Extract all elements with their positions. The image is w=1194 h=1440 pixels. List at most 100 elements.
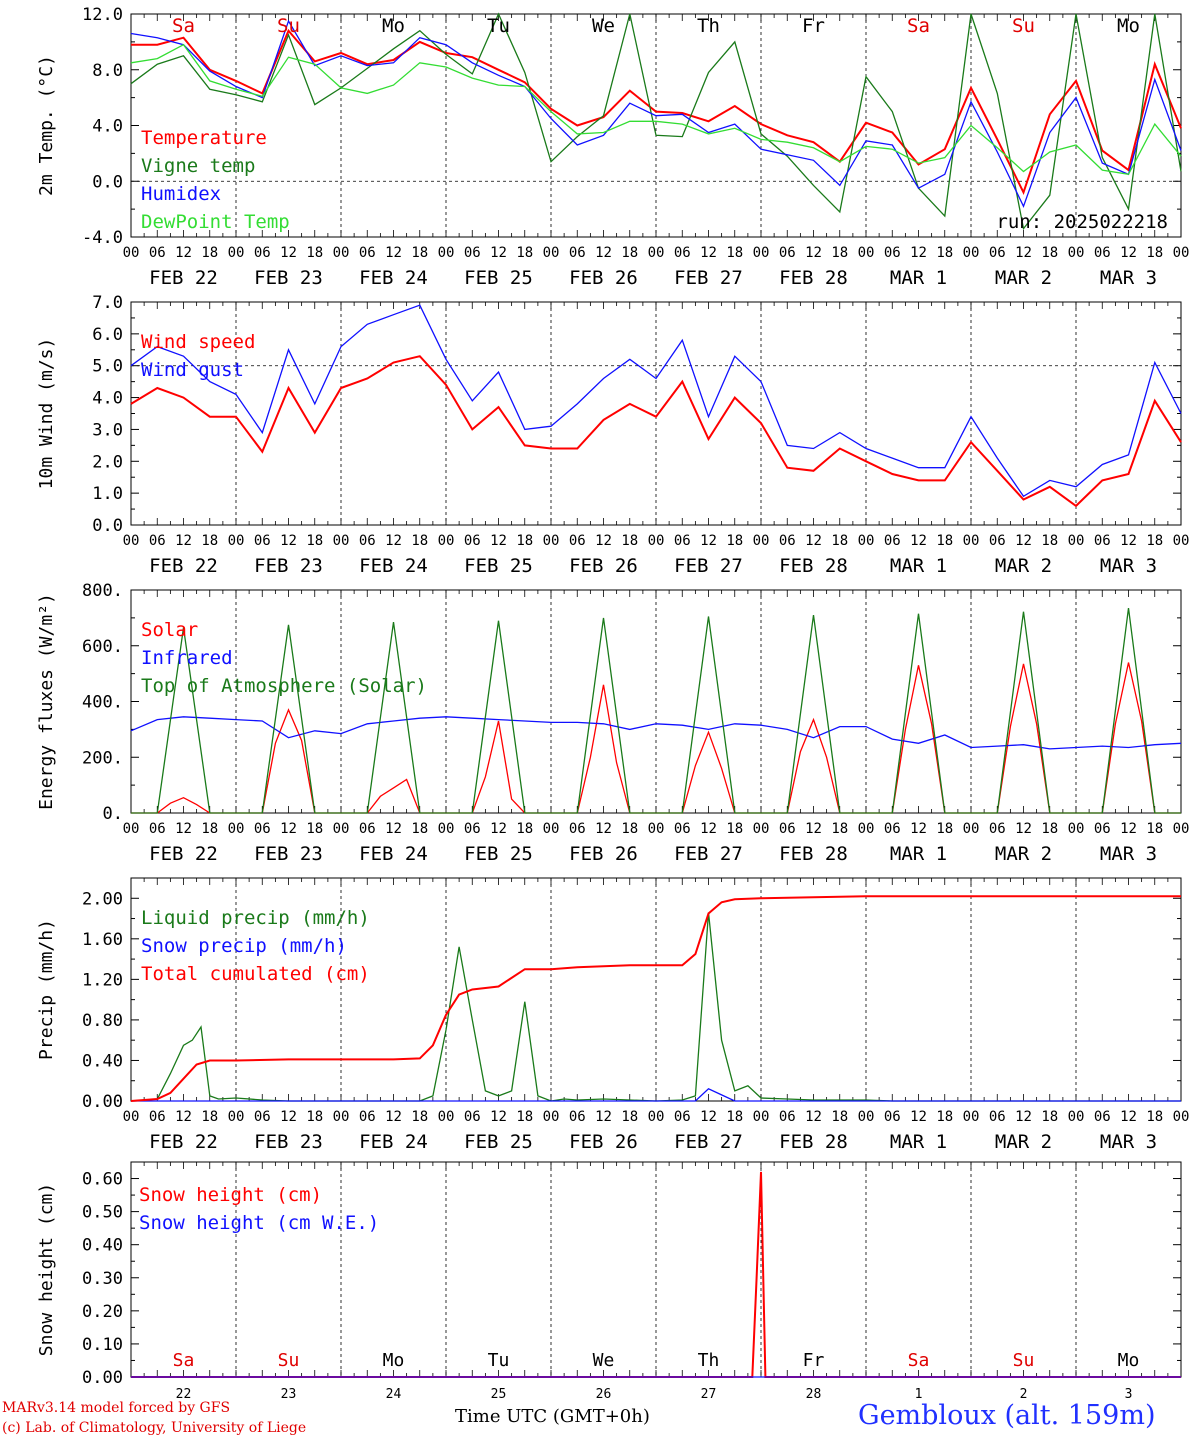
hour-tick-label: 06 [779, 245, 796, 261]
hour-tick-label: 00 [123, 245, 140, 261]
weekday-label: Sa [173, 1350, 195, 1371]
hour-tick-label: 06 [359, 821, 376, 837]
hour-tick-label: 00 [228, 533, 245, 549]
legend-entry: Temperature [141, 127, 267, 149]
hour-tick-label: 12 [1120, 245, 1137, 261]
weekday-label: Fr [802, 15, 825, 37]
hour-tick-label: 18 [1146, 245, 1163, 261]
hour-tick-label: 06 [884, 1109, 901, 1125]
hour-tick-label: 18 [306, 533, 323, 549]
hour-tick-label: 00 [123, 1109, 140, 1125]
hour-tick-label: 12 [490, 821, 507, 837]
legend-entry: Infrared [141, 647, 233, 669]
date-label: FEB 27 [674, 267, 743, 289]
day-number-label: 23 [281, 1387, 297, 1402]
hour-tick-label: 06 [1094, 821, 1111, 837]
y-tick-label: 1.60 [82, 930, 123, 950]
date-label: FEB 22 [149, 267, 218, 289]
legend-entry: Snow height (cm W.E.) [139, 1212, 379, 1234]
y-tick-label: 6.0 [92, 325, 123, 345]
hour-tick-label: 18 [1146, 533, 1163, 549]
hour-tick-label: 00 [333, 1109, 350, 1125]
hour-tick-label: 00 [438, 1109, 455, 1125]
hour-tick-label: 18 [726, 1109, 743, 1125]
hour-tick-label: 18 [621, 1109, 638, 1125]
date-label: MAR 2 [995, 267, 1052, 289]
hour-tick-label: 18 [201, 1109, 218, 1125]
day-number-label: 1 [915, 1387, 923, 1402]
weekday-label: Mo [1118, 1350, 1140, 1371]
series-line-2 [130, 19, 1182, 208]
date-label: FEB 26 [569, 555, 638, 577]
weekday-label: Th [698, 1350, 720, 1371]
y-tick-label: 7.0 [92, 293, 123, 313]
hour-tick-label: 00 [753, 821, 770, 837]
y-tick-label: 8.0 [92, 61, 123, 81]
hour-tick-label: 06 [464, 821, 481, 837]
y-tick-label: 0.0 [92, 172, 123, 192]
hour-tick-label: 12 [700, 245, 717, 261]
date-label: FEB 23 [254, 267, 323, 289]
panel-4: 0.00 0.40 0.80 1.20 1.60 2.00 Precip (mm/h) Liq… [36, 877, 1190, 1153]
hour-tick-label: 06 [674, 1109, 691, 1125]
y-tick-label: -4.0 [82, 228, 123, 248]
hour-tick-label: 00 [438, 821, 455, 837]
date-label: MAR 1 [890, 843, 947, 865]
hour-tick-label: 12 [385, 821, 402, 837]
hour-tick-label: 18 [201, 245, 218, 261]
hour-tick-label: 00 [648, 245, 665, 261]
hour-tick-label: 06 [1094, 1109, 1111, 1125]
y-tick-label: 0.00 [82, 1368, 123, 1388]
hour-tick-label: 00 [753, 1109, 770, 1125]
hour-tick-label: 06 [464, 533, 481, 549]
day-number-label: 24 [386, 1387, 402, 1402]
hour-tick-label: 12 [385, 533, 402, 549]
hour-tick-label: 18 [306, 821, 323, 837]
lab-credit: (c) Lab. of Climatology, University of L… [2, 1420, 307, 1436]
panel-2: 0.0 1.0 2.0 3.0 4.0 5.0 6.0 7.0 10m Wind (m/s) Wi… [36, 293, 1189, 577]
hour-tick-label: 18 [621, 821, 638, 837]
date-label: FEB 26 [569, 843, 638, 865]
day-number-label: 28 [806, 1387, 822, 1402]
y-tick-label: 0.50 [82, 1203, 123, 1223]
day-number-label: 26 [596, 1387, 612, 1402]
panel-5: 0.00 0.10 0.20 0.30 0.40 0.50 0.60 Snow height … [36, 1161, 1182, 1402]
date-label: FEB 27 [674, 555, 743, 577]
hour-tick-label: 06 [254, 821, 271, 837]
date-label: MAR 2 [995, 843, 1052, 865]
hour-tick-label: 00 [1068, 245, 1085, 261]
hour-tick-label: 06 [464, 1109, 481, 1125]
date-label: FEB 26 [569, 1131, 638, 1153]
weekday-label: Su [278, 1350, 300, 1371]
hour-tick-label: 06 [1094, 245, 1111, 261]
hour-tick-label: 18 [1041, 821, 1058, 837]
weekday-label: Tu [488, 1350, 510, 1371]
hour-tick-label: 12 [1120, 533, 1137, 549]
series-line-0 [131, 28, 1182, 196]
date-label: MAR 3 [1100, 267, 1157, 289]
date-label: FEB 23 [254, 555, 323, 577]
hour-tick-label: 00 [333, 245, 350, 261]
hour-tick-label: 00 [1173, 1109, 1190, 1125]
hour-tick-label: 12 [700, 821, 717, 837]
date-label: FEB 24 [359, 843, 428, 865]
weekday-label: Mo [1117, 15, 1140, 37]
legend-entry: Wind gust [141, 359, 244, 381]
hour-tick-label: 12 [595, 821, 612, 837]
series-line-0 [130, 355, 1182, 508]
date-label: FEB 22 [149, 843, 218, 865]
date-label: FEB 23 [254, 1131, 323, 1153]
date-label: FEB 22 [149, 555, 218, 577]
date-label: MAR 3 [1100, 1131, 1157, 1153]
y-tick-label: 0.80 [82, 1011, 123, 1031]
hour-tick-label: 00 [753, 245, 770, 261]
y-axis-label: 10m Wind (m/s) [36, 338, 57, 490]
y-tick-label: 0. [103, 804, 123, 824]
hour-tick-label: 18 [201, 821, 218, 837]
hour-tick-label: 06 [464, 245, 481, 261]
y-tick-label: 1.20 [82, 970, 123, 990]
hour-tick-label: 06 [779, 533, 796, 549]
hour-tick-label: 00 [333, 533, 350, 549]
date-label: FEB 27 [674, 1131, 743, 1153]
